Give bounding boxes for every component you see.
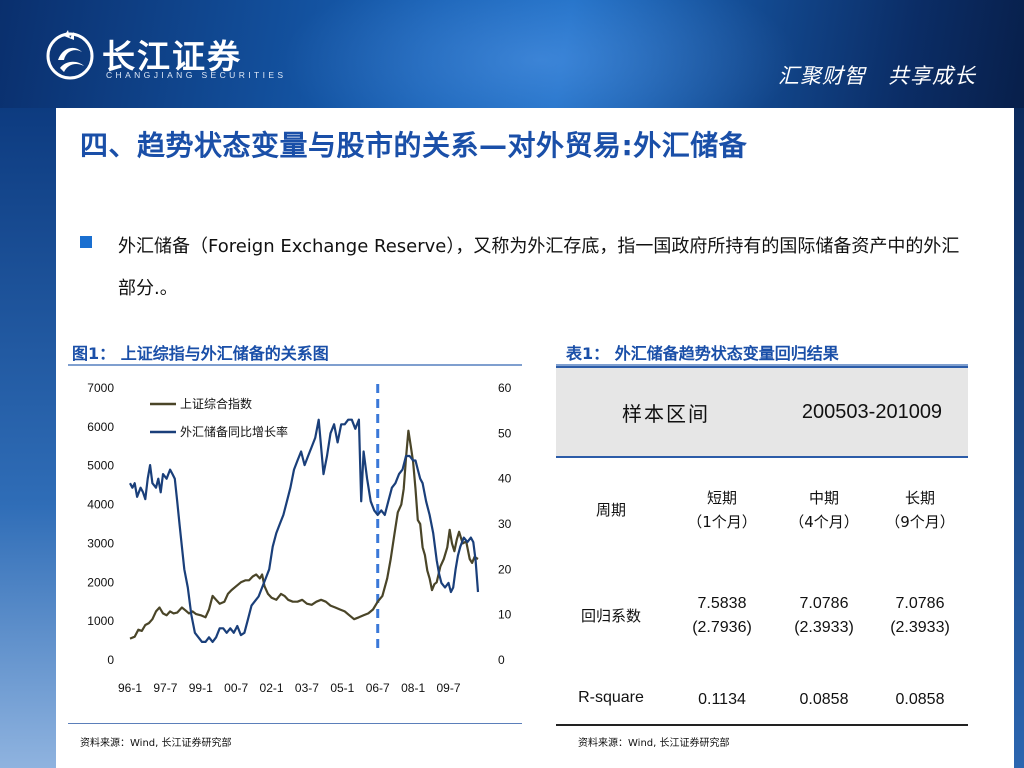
coef-medium-tstat: (2.3933) xyxy=(794,619,854,636)
period-medium-name: 中期 xyxy=(808,489,839,507)
legend-label: 上证综合指数 xyxy=(180,396,252,411)
period-short-detail: （1个月） xyxy=(687,513,757,531)
rsquare-medium-cell: 0.0858 xyxy=(776,684,872,716)
table-source: 资料来源：Wind, 长江证券研究部 xyxy=(578,738,730,749)
rsquare-short-value: 0.1134 xyxy=(698,691,746,708)
figure-caption: 图1： 上证综指与外汇储备的关系图 xyxy=(72,344,329,363)
period-long-cell: 长期 （9个月） xyxy=(872,460,968,560)
period-medium-detail: （4个月） xyxy=(789,513,859,531)
sample-period-value: 200503-201009 xyxy=(801,400,943,423)
y-left-tick-label: 3000 xyxy=(87,536,114,550)
header-band: 长江证券 CHANGJIANG SECURITIES 汇聚财智 共享成长 xyxy=(0,0,1024,108)
y-left-tick-label: 2000 xyxy=(87,575,114,589)
chart-series xyxy=(129,384,480,654)
figure-caption-rule xyxy=(68,364,522,366)
legend-label: 外汇储备同比增长率 xyxy=(180,424,288,439)
rsquare-label: R-square xyxy=(578,689,644,706)
rsquare-medium-value: 0.0858 xyxy=(799,691,849,708)
y-left-tick-label: 1000 xyxy=(87,614,114,628)
coef-long-tstat: (2.3933) xyxy=(890,619,950,636)
y-right-tick-label: 30 xyxy=(498,517,512,531)
period-label-cell: 周期 xyxy=(556,460,666,560)
x-tick-label: 97-7 xyxy=(153,681,177,695)
coef-short-cell: 7.5838 (2.7936) xyxy=(674,566,770,666)
coef-label: 回归系数 xyxy=(580,607,641,625)
period-short-cell: 短期 （1个月） xyxy=(674,460,770,560)
rsquare-label-cell: R-square xyxy=(556,682,666,714)
logo-text-en: CHANGJIANG SECURITIES xyxy=(106,70,287,80)
y-right-tick-label: 10 xyxy=(498,608,512,622)
y-left-tick-label: 5000 xyxy=(87,459,114,473)
slogan: 汇聚财智 共享成长 xyxy=(778,64,976,88)
x-tick-label: 05-1 xyxy=(330,681,354,695)
x-tick-label: 08-1 xyxy=(401,681,425,695)
left-edge-decoration xyxy=(0,108,56,768)
coef-medium-cell: 7.0786 (2.3933) xyxy=(776,566,872,666)
x-tick-label: 03-7 xyxy=(295,681,319,695)
table-bottom-rule xyxy=(556,724,968,726)
y-right-tick-label: 0 xyxy=(498,653,505,667)
coef-short-value: 7.5838 xyxy=(697,595,747,612)
chart-axes: 0 1000 2000 3000 4000 5000 6000 7000 0 10 20 30 40 50… xyxy=(87,381,511,695)
period-short-name: 短期 xyxy=(706,489,737,507)
period-long-name: 长期 xyxy=(904,489,935,507)
coef-long-cell: 7.0786 (2.3933) xyxy=(872,566,968,666)
x-tick-label: 99-1 xyxy=(189,681,213,695)
logo-text-cn: 长江证券 xyxy=(102,37,242,76)
x-tick-label: 02-1 xyxy=(260,681,284,695)
bullet-square-icon xyxy=(80,236,92,248)
bullet-paragraph: 外汇储备（Foreign Exchange Reserve），又称为外汇存底，指… xyxy=(118,236,960,299)
dragon-logo-icon xyxy=(46,30,94,80)
coef-medium-value: 7.0786 xyxy=(799,595,849,612)
y-left-tick-label: 6000 xyxy=(87,420,114,434)
y-right-tick-label: 60 xyxy=(498,381,512,395)
company-logo: 长江证券 CHANGJIANG SECURITIES xyxy=(44,22,294,88)
y-right-tick-label: 20 xyxy=(498,562,512,576)
header-glow xyxy=(280,0,800,108)
slide-title: 四、趋势状态变量与股市的关系—对外贸易:外汇储备 xyxy=(80,129,748,162)
period-label: 周期 xyxy=(595,501,626,519)
x-tick-label: 96-1 xyxy=(118,681,142,695)
figure-source: 资料来源：Wind, 长江证券研究部 xyxy=(80,738,232,749)
series-line-reserve-growth xyxy=(129,418,480,643)
rsquare-short-cell: 0.1134 xyxy=(674,684,770,716)
coef-label-cell: 回归系数 xyxy=(556,566,666,666)
x-tick-label: 09-7 xyxy=(436,681,460,695)
x-tick-label: 00-7 xyxy=(224,681,248,695)
table-header-row: 样本区间 200503-201009 xyxy=(556,366,968,458)
line-chart: 0 1000 2000 3000 4000 5000 6000 7000 0 10 20 30 40 50… xyxy=(87,381,511,695)
y-left-tick-label: 4000 xyxy=(87,498,114,512)
coef-short-tstat: (2.7936) xyxy=(692,619,752,636)
table-caption: 表1： 外汇储备趋势状态变量回归结果 xyxy=(566,344,839,363)
rsquare-long-value: 0.0858 xyxy=(895,691,945,708)
sample-period-label: 样本区间 xyxy=(622,401,710,426)
period-medium-cell: 中期 （4个月） xyxy=(776,460,872,560)
y-left-tick-label: 0 xyxy=(107,653,114,667)
series-line-index xyxy=(129,429,479,640)
y-right-tick-label: 40 xyxy=(498,472,512,486)
figure-source-rule xyxy=(68,723,522,724)
coef-long-value: 7.0786 xyxy=(895,595,945,612)
right-edge-decoration xyxy=(1014,108,1024,768)
table-caption-rule xyxy=(556,364,968,366)
x-tick-label: 06-7 xyxy=(366,681,390,695)
y-right-tick-label: 50 xyxy=(498,426,512,440)
rsquare-long-cell: 0.0858 xyxy=(872,684,968,716)
y-left-tick-label: 7000 xyxy=(87,381,114,395)
period-long-detail: （9个月） xyxy=(885,513,955,531)
